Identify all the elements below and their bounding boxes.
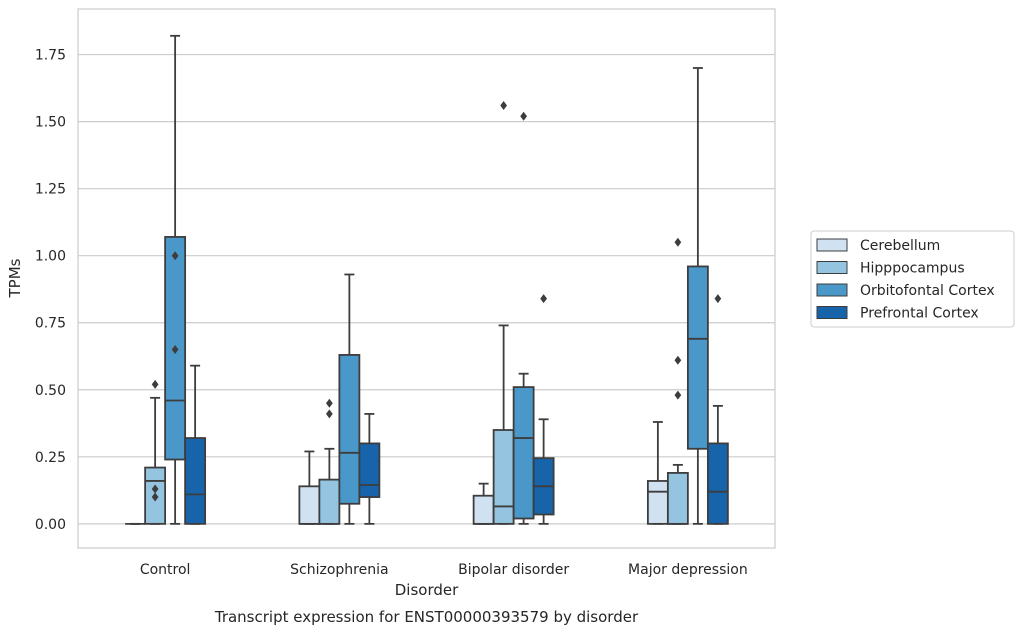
legend: Cerebellum Hipppocampus Orbitofontal Corte…: [810, 230, 1015, 328]
box-iqr: [298, 485, 321, 525]
outlier-point: [151, 484, 159, 494]
outlier-point: [500, 101, 507, 111]
outlier-point: [151, 379, 159, 389]
y-axis-ticks: 0.00 0.25 0.50 0.75 1.00 1.25 1.50 1.75: [35, 48, 66, 533]
legend-label: Hipppocampus: [860, 261, 965, 277]
legend-label: Orbitofontal Cortex: [860, 283, 995, 299]
box-cerebellum: [298, 450, 321, 525]
outlier-point: [540, 294, 547, 304]
box-prefrontal-cortex: [184, 364, 207, 525]
box-iqr: [472, 494, 495, 525]
y-tick-label: 0.50: [35, 383, 66, 399]
outlier-point: [674, 237, 682, 247]
legend-label: Cerebellum: [860, 238, 940, 254]
outlier-point: [171, 251, 179, 261]
legend-swatch: [816, 261, 848, 274]
outlier-point: [520, 111, 527, 121]
box-prefrontal-cortex: [706, 294, 729, 525]
box-groups: [125, 34, 729, 525]
box-iqr: [686, 265, 709, 450]
outlier-point: [674, 355, 682, 365]
y-tick-label: 1.50: [35, 115, 66, 131]
outlier-point: [326, 398, 333, 408]
outlier-point: [714, 294, 722, 304]
y-tick-label: 0.00: [35, 517, 66, 533]
box-iqr: [646, 480, 669, 525]
outlier-point: [151, 492, 159, 502]
box-iqr: [358, 442, 381, 498]
x-tick-label: Major depression: [628, 562, 748, 578]
box-iqr: [492, 429, 515, 525]
box-iqr: [706, 442, 729, 525]
box-prefrontal-cortex: [532, 294, 555, 525]
legend-swatch: [816, 283, 848, 297]
box-orbitofontal-cortex: [686, 67, 709, 525]
legend-frame: [810, 230, 1015, 328]
box-hipppocampus: [144, 379, 167, 525]
x-axis-ticks: Control Schizophrenia Bipolar disorder Majo…: [140, 562, 748, 578]
box-iqr: [338, 354, 361, 505]
legend-swatch: [816, 306, 848, 319]
y-tick-label: 0.25: [35, 450, 66, 466]
box-cerebellum: [646, 421, 669, 525]
outlier-point: [674, 390, 682, 400]
box-orbitofontal-cortex: [512, 111, 535, 525]
outlier-point: [326, 409, 333, 419]
outlier-point: [171, 345, 179, 355]
box-orbitofontal-cortex: [338, 273, 361, 525]
y-tick-label: 0.75: [35, 316, 66, 332]
x-tick-label: Control: [140, 562, 191, 578]
y-tick-label: 1.75: [35, 48, 66, 64]
y-tick-label: 1.00: [35, 249, 66, 265]
box-orbitofontal-cortex: [164, 34, 187, 525]
box-iqr: [666, 472, 689, 525]
plot-frame: [77, 8, 776, 549]
box-iqr: [184, 437, 207, 525]
legend-label: Prefrontal Cortex: [860, 306, 979, 322]
box-prefrontal-cortex: [358, 413, 381, 525]
box-iqr: [318, 478, 341, 525]
legend-swatch: [816, 238, 848, 252]
y-tick-label: 1.25: [35, 182, 66, 198]
x-tick-label: Schizophrenia: [290, 562, 388, 578]
x-tick-label: Bipolar disorder: [458, 562, 569, 578]
box-hipppocampus: [666, 237, 689, 525]
x-axis-label: Disorder: [395, 581, 459, 599]
chart-caption: Transcript expression for ENST0000039357…: [214, 608, 639, 626]
box-hipppocampus: [492, 101, 515, 525]
y-axis-label: TPMs: [6, 258, 24, 298]
box-iqr: [512, 386, 535, 520]
